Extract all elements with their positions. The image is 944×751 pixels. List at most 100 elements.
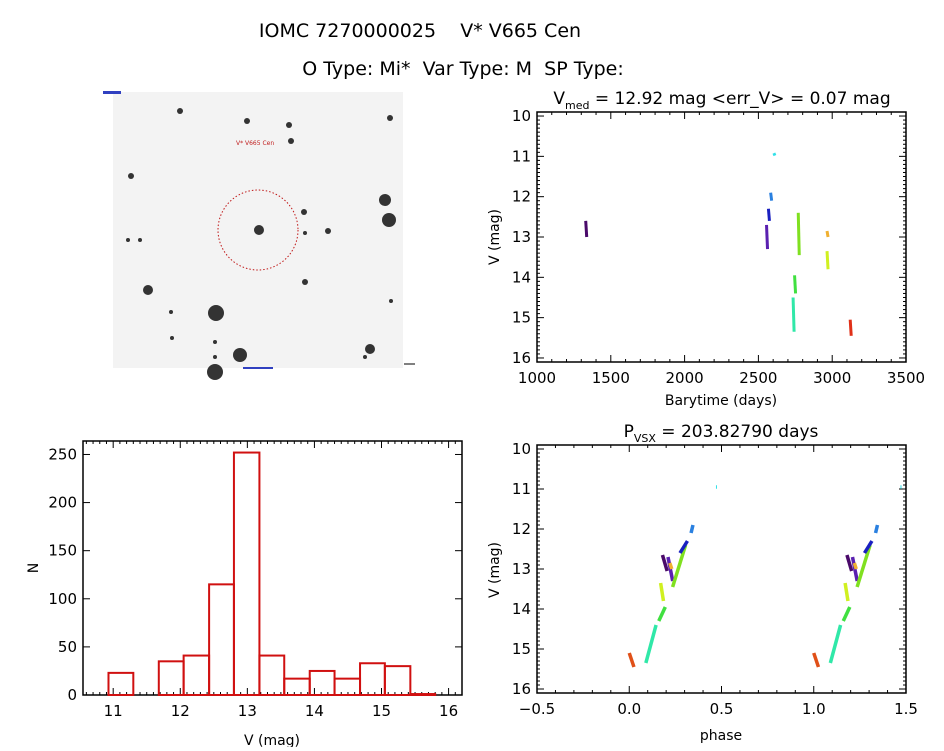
histogram-ytick-label: 50 [58, 638, 77, 656]
star [207, 364, 223, 380]
histogram-bar [107, 671, 135, 697]
light-curve-point-group [796, 212, 801, 256]
phase-point-group [841, 606, 852, 622]
light-curve-point-group [772, 152, 777, 157]
phase-plot-ytick-label: 10 [512, 440, 531, 458]
phase-point-group [660, 554, 669, 572]
light-curve-point-group [584, 220, 589, 238]
histogram-bar [208, 583, 235, 697]
phase-plot-xlabel: phase [700, 728, 742, 744]
phase-point-group [627, 652, 636, 668]
star [208, 305, 224, 321]
histogram-ytick-label: 200 [48, 494, 77, 512]
finder-chart-image: V* V665 Cen [103, 91, 415, 380]
histogram-xlabel: V (mag) [244, 733, 300, 747]
star [213, 355, 217, 359]
light-curve-xtick-label: 1000 [518, 369, 556, 387]
light-curve-point-group [766, 208, 771, 221]
phase-point-group [812, 652, 821, 668]
histogram-xtick-label: 16 [439, 702, 458, 720]
star [286, 122, 292, 128]
light-curve-ytick-label: 10 [512, 107, 531, 125]
star [303, 231, 307, 235]
histogram-bar [333, 677, 362, 696]
star [170, 336, 174, 340]
star [177, 108, 183, 114]
histogram-bar [383, 665, 412, 696]
phase-plot-xtick-label: −0.5 [519, 700, 555, 718]
light-curve-xtick-label: 2000 [666, 369, 704, 387]
star [244, 118, 250, 124]
light-curve-ytick-label: 15 [512, 309, 531, 327]
light-curve-xtick-label: 3500 [887, 369, 925, 387]
phase-plot-xtick-label: 0.0 [617, 700, 641, 718]
light-curve-xtick-label: 1500 [592, 369, 630, 387]
phase-plot-xtick-label: 1.0 [802, 700, 826, 718]
phase-point-group [852, 562, 858, 570]
phase-plot-ytick-label: 14 [512, 600, 531, 618]
light-curve-ytick-label: 12 [512, 188, 531, 206]
star [128, 173, 134, 179]
histogram-ytick-label: 100 [48, 590, 77, 608]
histogram-bar [258, 654, 286, 697]
light-curve-point-group [793, 275, 798, 294]
object-types: O Type: Mi* Var Type: M SP Type: [302, 58, 624, 80]
histogram-ytick-label: 0 [67, 686, 77, 704]
phase-plot-xtick-label: 1.5 [894, 700, 918, 718]
phase-plot-ytick-label: 12 [512, 520, 531, 538]
phase-point-group [843, 582, 850, 602]
star [254, 225, 264, 235]
phase-plot-ylabel: V (mag) [487, 542, 503, 598]
phase-plot-ytick-label: 13 [512, 560, 531, 578]
star [302, 279, 308, 285]
histogram-bar [308, 669, 336, 696]
phase-point-group [658, 582, 666, 602]
light-curve-point-group [825, 230, 830, 238]
finder-scale-label [243, 367, 273, 369]
light-curve-xlabel: Barytime (days) [665, 393, 777, 409]
phase-point-group [855, 544, 872, 588]
star [387, 115, 393, 121]
star [365, 344, 375, 354]
histogram-xtick-label: 15 [372, 702, 391, 720]
light-curve-xtick-label: 2500 [739, 369, 777, 387]
histogram-xtick-label: 11 [104, 702, 123, 720]
light-curve-point-group [791, 297, 796, 332]
star [325, 228, 331, 234]
phase-plot-xtick-label: 0.5 [710, 700, 734, 718]
histogram-bar [409, 693, 437, 697]
histogram-ytick-label: 250 [48, 445, 77, 463]
star [143, 285, 153, 295]
star [382, 213, 396, 227]
histogram-plot: V (mag) N 11 12 13 14 15 16 0 50 100 150 200 250 [26, 440, 463, 749]
star [138, 238, 142, 242]
finder-corner-label [103, 91, 121, 94]
phase-point-group [689, 524, 695, 534]
star [169, 310, 173, 314]
phase-point-group [644, 624, 658, 664]
light-curve-ytick-label: 14 [512, 268, 531, 286]
phase-point-group [668, 562, 674, 570]
phase-point-group [828, 624, 843, 664]
phase-point-group [678, 540, 689, 554]
phase-plot-ytick-label: 15 [512, 640, 531, 658]
star [233, 348, 247, 362]
star [389, 299, 393, 303]
phase-point-group [657, 606, 667, 622]
object-title: IOMC 7270000025 V* V665 Cen [259, 20, 581, 42]
star [363, 355, 367, 359]
histogram-bar [182, 654, 211, 697]
histogram-ylabel: N [26, 563, 42, 573]
light-curve-point-group [825, 251, 830, 270]
target-circle [217, 189, 299, 271]
phase-point-group [863, 540, 874, 554]
phase-plot: PVSX = 203.82790 days phase V (mag) −0.5… [487, 422, 918, 744]
light-curve-ytick-label: 13 [512, 228, 531, 246]
histogram-frame [82, 440, 463, 696]
phase-plot-ytick-label: 16 [512, 680, 531, 698]
star [301, 209, 307, 215]
light-curve-point-group [848, 319, 853, 336]
histogram-xtick-label: 13 [238, 702, 257, 720]
light-curve-title: Vmed = 12.92 mag <err_V> = 0.07 mag [553, 89, 890, 112]
